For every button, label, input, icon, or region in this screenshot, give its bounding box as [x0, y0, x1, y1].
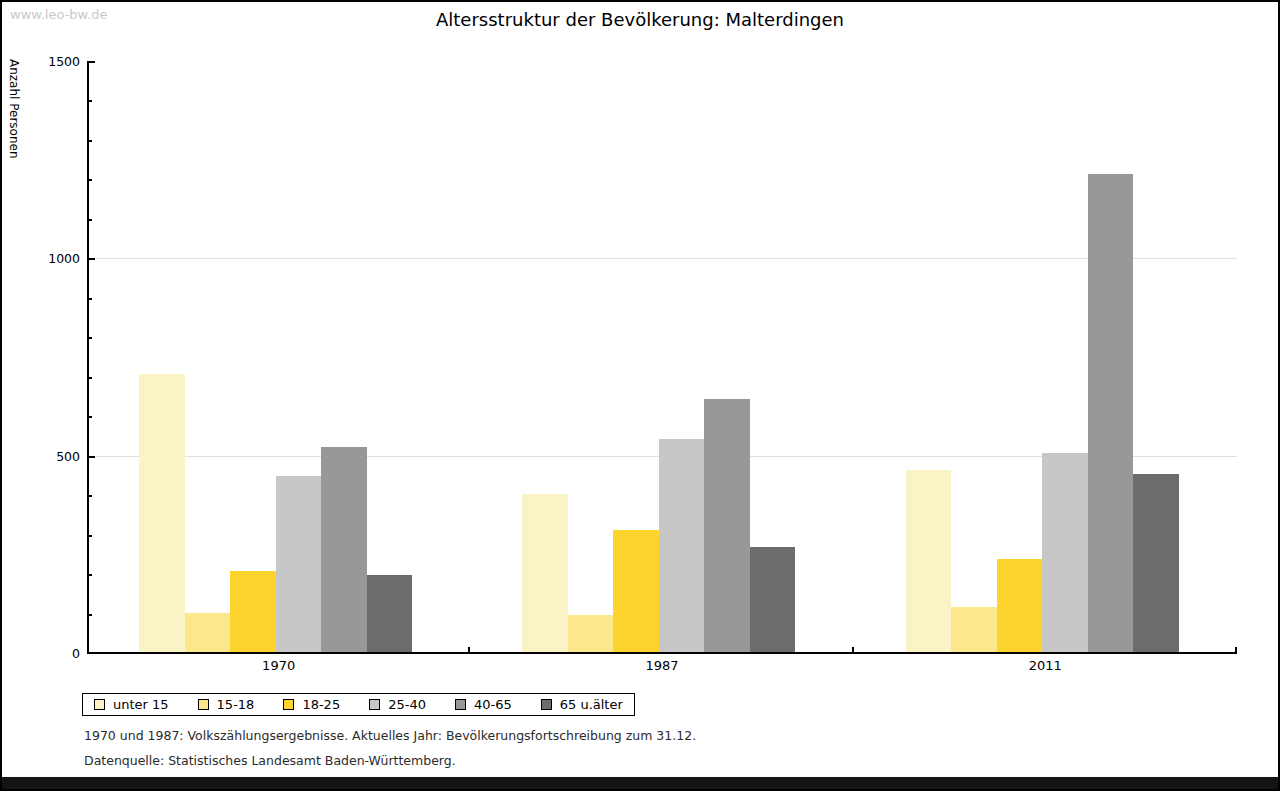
y-tick-label-500: 500	[32, 449, 80, 464]
legend-item-unter-15: unter 15	[94, 697, 169, 712]
bar-15-18-1987	[568, 615, 614, 652]
legend-label-25-40: 25-40	[388, 697, 426, 712]
bar-18-25-1987	[613, 530, 659, 652]
bar-unter-15-1970	[139, 374, 185, 652]
legend-label-65-u.älter: 65 u.älter	[560, 697, 623, 712]
x-axis-label-2011: 2011	[854, 658, 1237, 673]
bar-18-25-1970	[230, 571, 276, 652]
legend-swatch-40-65	[455, 699, 466, 710]
y-tick-label-1000: 1000	[32, 251, 80, 266]
y-tick-400	[87, 495, 92, 497]
legend-item-25-40: 25-40	[369, 697, 426, 712]
legend-label-40-65: 40-65	[474, 697, 512, 712]
legend-item-18-25: 18-25	[283, 697, 340, 712]
y-tick-200	[87, 574, 92, 576]
legend-item-40-65: 40-65	[455, 697, 512, 712]
y-tick-label-0: 0	[32, 646, 80, 661]
bar-group-1970	[87, 62, 470, 652]
y-axis-line	[87, 62, 89, 654]
chart-title: Altersstruktur der Bevölkerung: Malterdi…	[2, 9, 1278, 30]
y-tick-1100	[87, 219, 92, 221]
y-tick-800	[87, 337, 92, 339]
x-axis-line	[87, 652, 1237, 654]
bar-15-18-2011	[951, 607, 997, 652]
x-tick-2	[852, 647, 854, 652]
bar-group-1987	[470, 62, 853, 652]
bar-40-65-1970	[321, 447, 367, 652]
legend: unter 15 15-18 18-25 25-40 40-65 65 u.älter	[82, 693, 635, 716]
y-tick-1300	[87, 140, 92, 142]
y-tick-900	[87, 298, 92, 300]
legend-label-18-25: 18-25	[302, 697, 340, 712]
y-tick-100	[87, 614, 92, 616]
bar-group-2011	[854, 62, 1237, 652]
bottom-bar	[2, 777, 1278, 789]
x-tick-1	[468, 647, 470, 652]
bar-25-40-1970	[276, 476, 322, 652]
legend-label-15-18: 15-18	[217, 697, 255, 712]
bar-65-u.älter-1970	[367, 575, 413, 652]
bar-65-u.älter-1987	[750, 547, 796, 652]
bar-40-65-1987	[704, 399, 750, 652]
y-tick-1200	[87, 179, 92, 181]
y-tick-500	[87, 456, 95, 458]
x-axis-label-1987: 1987	[470, 658, 853, 673]
page: www.leo-bw.de Altersstruktur der Bevölke…	[0, 0, 1280, 791]
x-tick-3	[1235, 647, 1237, 652]
y-tick-600	[87, 416, 92, 418]
bar-15-18-1970	[185, 613, 231, 652]
footnote-data-source: Datenquelle: Statistisches Landesamt Bad…	[84, 753, 456, 768]
bar-25-40-1987	[659, 439, 705, 652]
y-axis-title: Anzahl Personen	[7, 59, 21, 159]
legend-swatch-15-18	[198, 699, 209, 710]
bar-unter-15-1987	[522, 494, 568, 652]
y-tick-1400	[87, 100, 92, 102]
plot-area: 050010001500197019872011	[87, 62, 1237, 654]
x-axis-label-1970: 1970	[87, 658, 470, 673]
bar-unter-15-2011	[906, 470, 952, 652]
y-tick-1500	[87, 61, 95, 63]
legend-item-65-u.älter: 65 u.älter	[541, 697, 623, 712]
legend-swatch-unter-15	[94, 699, 105, 710]
bar-25-40-2011	[1042, 453, 1088, 652]
legend-swatch-25-40	[369, 699, 380, 710]
bar-18-25-2011	[997, 559, 1043, 652]
legend-swatch-65-u.älter	[541, 699, 552, 710]
legend-item-15-18: 15-18	[198, 697, 255, 712]
bar-65-u.älter-2011	[1133, 474, 1179, 652]
legend-label-unter-15: unter 15	[113, 697, 169, 712]
bar-40-65-2011	[1088, 174, 1134, 652]
y-tick-300	[87, 535, 92, 537]
y-tick-1000	[87, 258, 95, 260]
y-tick-label-1500: 1500	[32, 54, 80, 69]
y-tick-700	[87, 377, 92, 379]
footnote-source-note: 1970 und 1987: Volkszählungsergebnisse. …	[84, 728, 696, 743]
legend-swatch-18-25	[283, 699, 294, 710]
